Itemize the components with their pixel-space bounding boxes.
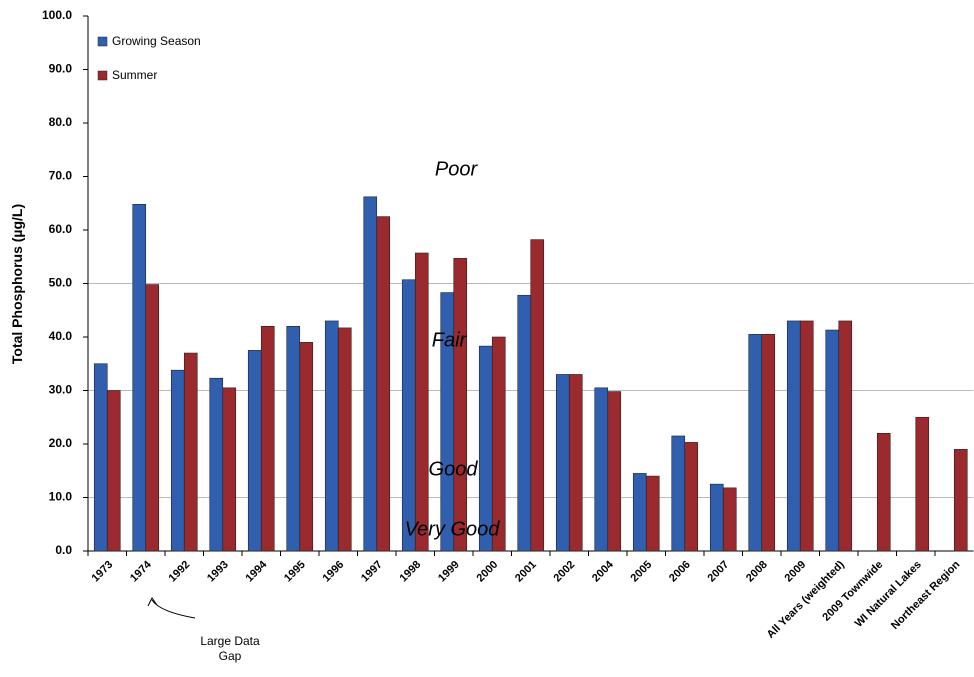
x-tick-label: 2000 <box>475 559 501 585</box>
x-tick-label: 2007 <box>706 559 732 585</box>
gap-annotation-line: Gap <box>219 649 242 663</box>
y-axis-title: Total Phosphorus (µg/L) <box>9 204 25 364</box>
x-tick-label: 1974 <box>128 558 154 584</box>
bar <box>93 363 108 552</box>
x-tick-label: WI Natural Lakes <box>853 559 924 630</box>
bar <box>632 473 647 552</box>
annotation: Good <box>429 458 479 480</box>
bar <box>825 329 840 552</box>
y-tick-label: 20.0 <box>49 436 73 450</box>
bar <box>953 449 968 552</box>
bar <box>748 334 763 552</box>
bar <box>414 252 429 552</box>
bar <box>799 320 814 552</box>
x-tick-label: 1992 <box>167 559 193 585</box>
annotation: Poor <box>435 158 479 180</box>
bar <box>568 374 583 552</box>
bar <box>671 435 686 552</box>
x-tick-label: 2006 <box>667 559 693 585</box>
bar <box>607 391 622 552</box>
bar <box>324 320 339 552</box>
legend-label: Summer <box>112 68 157 82</box>
bar <box>530 239 545 552</box>
legend-swatch <box>97 36 108 47</box>
bar <box>363 196 378 552</box>
bar <box>555 374 570 552</box>
x-tick-label: 1994 <box>244 558 270 584</box>
y-tick-label: 50.0 <box>49 276 73 290</box>
bar <box>722 487 737 552</box>
bar <box>106 390 121 552</box>
bar <box>132 204 147 552</box>
annotation: Very Good <box>405 518 501 540</box>
annotation: Fair <box>432 329 468 351</box>
bar <box>376 216 391 552</box>
x-tick-label: 2004 <box>590 558 616 584</box>
bar <box>491 336 506 552</box>
bar <box>260 325 275 552</box>
gap-arrow <box>151 599 196 619</box>
x-tick-label: 1993 <box>205 559 231 585</box>
bar <box>209 377 224 552</box>
bar <box>247 350 262 552</box>
bar <box>761 334 776 552</box>
bar <box>517 294 532 552</box>
legend-label: Growing Season <box>112 34 201 48</box>
bar <box>337 327 352 552</box>
x-tick-label: 2002 <box>552 559 578 585</box>
y-tick-label: 100.0 <box>42 8 72 22</box>
gap-annotation-line: Large Data <box>200 634 260 648</box>
x-tick-label: 1996 <box>321 559 347 585</box>
bar <box>453 258 468 552</box>
bar <box>401 279 416 552</box>
x-tick-label: 1997 <box>359 559 385 585</box>
bar <box>183 352 198 552</box>
y-tick-label: 10.0 <box>49 490 73 504</box>
bar <box>645 475 660 552</box>
y-tick-label: 70.0 <box>49 169 73 183</box>
y-tick-label: 60.0 <box>49 222 73 236</box>
bar <box>786 320 801 552</box>
bar <box>838 320 853 552</box>
x-tick-label: 1999 <box>436 559 462 585</box>
bar <box>594 387 609 552</box>
x-tick-label: Northeast Region <box>889 558 963 632</box>
x-tick-label: 1995 <box>282 559 308 585</box>
x-tick-label: 2005 <box>629 559 655 585</box>
x-tick-label: 1973 <box>90 559 116 585</box>
gap-arrow-head <box>147 597 158 607</box>
x-tick-label: 2009 <box>783 559 809 585</box>
bar <box>709 483 724 552</box>
bar <box>286 325 301 552</box>
y-tick-label: 80.0 <box>49 115 73 129</box>
y-tick-label: 40.0 <box>49 329 73 343</box>
bar <box>915 416 930 552</box>
bar <box>222 387 237 552</box>
x-tick-label: 1998 <box>398 559 424 585</box>
y-tick-label: 0.0 <box>55 543 72 557</box>
x-tick-label: 2008 <box>744 559 770 585</box>
bar <box>684 442 699 552</box>
x-tick-label: 2001 <box>513 559 539 585</box>
bar <box>876 432 891 552</box>
bar <box>170 369 185 552</box>
bar <box>299 342 314 552</box>
bar <box>145 284 160 552</box>
gap-annotation: Large Data Gap <box>200 634 260 663</box>
legend-swatch <box>97 70 108 81</box>
y-tick-label: 30.0 <box>49 383 73 397</box>
y-tick-label: 90.0 <box>49 62 73 76</box>
